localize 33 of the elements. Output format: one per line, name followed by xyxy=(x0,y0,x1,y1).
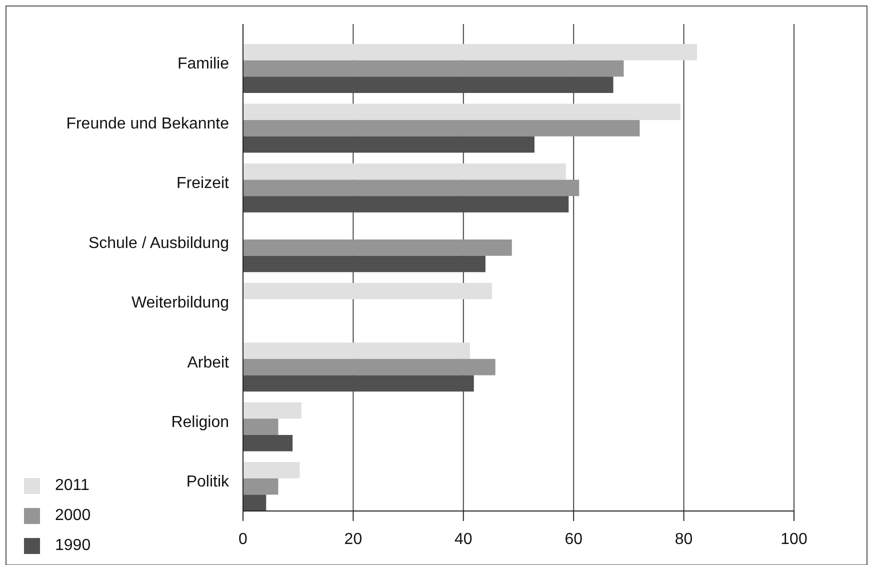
bar xyxy=(243,478,278,495)
bar xyxy=(243,358,496,376)
bar xyxy=(243,342,470,359)
bar xyxy=(243,282,492,300)
bar xyxy=(243,402,302,419)
y-tick-label: Politik xyxy=(186,474,230,491)
y-tick-label: Freizeit xyxy=(176,175,230,192)
bar xyxy=(243,180,580,196)
bar xyxy=(243,418,278,435)
bar xyxy=(243,120,640,136)
bar xyxy=(243,44,698,60)
x-tick-label: 60 xyxy=(564,531,583,548)
y-tick-label: Religion xyxy=(171,414,229,432)
y-tick-label: Weiterbildung xyxy=(131,294,229,312)
legend-label: 2000 xyxy=(55,507,91,524)
y-tick-label: Familie xyxy=(177,56,230,73)
y-tick-label: Schule / Ausbildung xyxy=(88,234,229,252)
bar xyxy=(243,239,512,256)
bar xyxy=(243,462,300,478)
bar xyxy=(243,494,266,511)
legend-label: 2011 xyxy=(55,477,90,494)
bar xyxy=(243,60,624,77)
x-tick-label: 20 xyxy=(344,531,362,548)
bar xyxy=(243,163,566,180)
legend-label: 1990 xyxy=(55,537,91,554)
bar xyxy=(243,104,680,120)
x-tick-label: 40 xyxy=(454,531,472,548)
y-tick-label: Arbeit xyxy=(187,354,230,372)
x-tick-label: 100 xyxy=(780,531,808,548)
x-tick-label: 80 xyxy=(674,531,693,548)
bar xyxy=(243,434,293,452)
x-tick-label: 0 xyxy=(238,531,248,548)
y-tick-label: Freunde und Bekannte xyxy=(66,115,230,132)
